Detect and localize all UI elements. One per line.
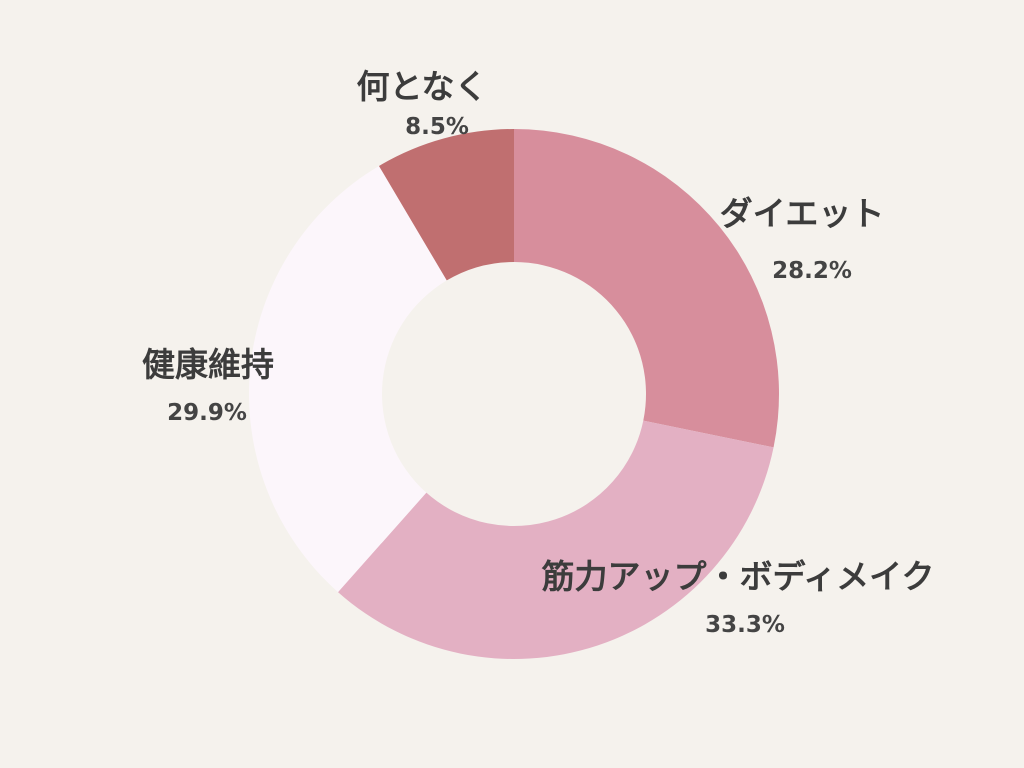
category-label-diet: ダイエット — [720, 194, 885, 233]
percent-label-diet: 28.2% — [772, 258, 852, 284]
category-label-health: 健康維持 — [142, 345, 274, 384]
percent-label-whatever: 8.5% — [405, 114, 469, 140]
percent-label-muscle: 33.3% — [705, 612, 785, 638]
slice-health — [248, 165, 447, 593]
category-label-whatever: 何となく — [356, 67, 487, 106]
category-label-muscle: 筋力アップ・ボディメイク — [541, 557, 934, 596]
label-group: ダイエット 28.2% 筋力アップ・ボディメイク 33.3% 健康維持 29.9… — [142, 67, 935, 638]
slice-diet — [514, 129, 779, 448]
slice-whatever — [378, 129, 514, 281]
slice-group — [248, 129, 779, 659]
percent-label-health: 29.9% — [167, 400, 247, 426]
slice-muscle-bodymake — [337, 420, 774, 659]
